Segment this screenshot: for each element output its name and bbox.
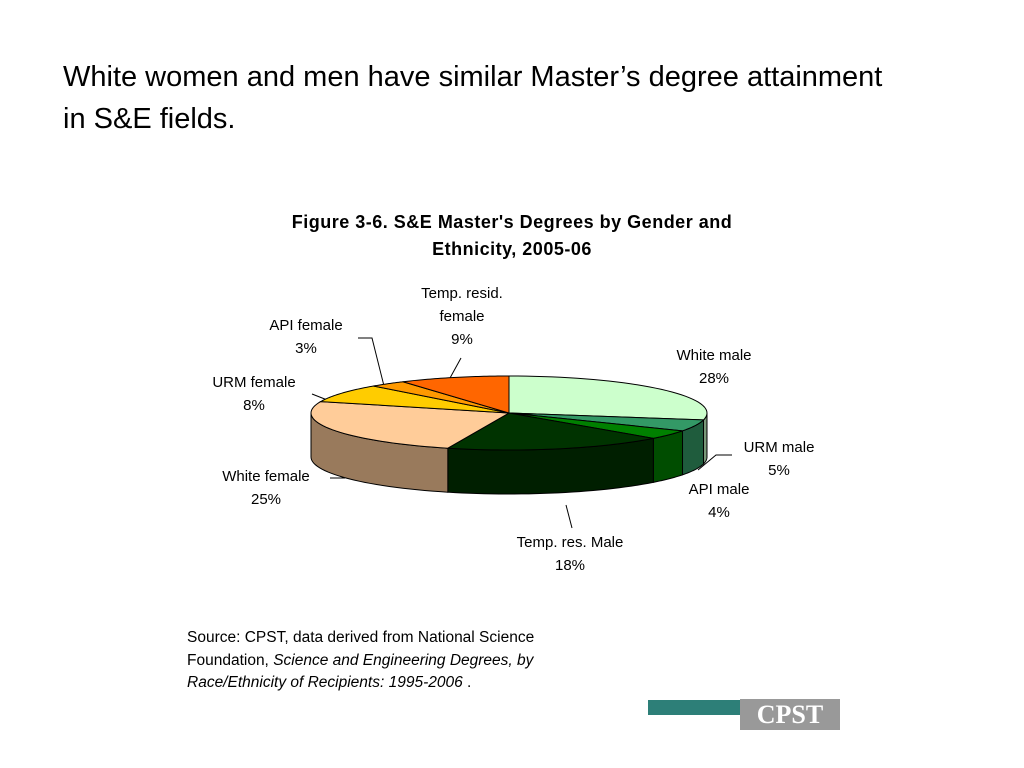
data-label: Temp. res. Male 18% [515,531,625,577]
slice-tops [310,375,708,451]
source-text: . [462,674,472,691]
source-note: Source: CPST, data derived from National… [187,627,607,695]
slice [318,385,510,414]
source-text: Source: CPST, data derived from National… [187,629,535,669]
slice-value: 18% [554,557,586,574]
data-label: API female 3% [246,314,366,360]
slice [446,412,654,451]
slice [310,401,511,449]
data-label: API male 4% [664,478,774,524]
leader-line [449,357,462,379]
source-title: Science and Engineering Degrees, by Race… [187,651,534,692]
slice [402,375,510,414]
slice-name: White male [676,347,752,364]
data-label: Temp. resid. female 9% [397,282,527,351]
slice-name: Temp. resid. female [421,285,503,325]
slice-value: 4% [708,504,730,521]
chart-title: Figure 3-6. S&E Master's Degrees by Gend… [291,212,733,259]
slide-heading: White women and men have similar Master’… [63,61,883,135]
logo: CPST [740,699,840,730]
slice [508,412,683,439]
slice-side [652,430,684,483]
slice [373,381,510,414]
slice-value: 5% [768,462,790,479]
slice-name: URM male [743,439,815,456]
slice-name: URM female [212,374,296,391]
leader-line [565,504,573,529]
slice-value: 9% [451,331,473,348]
slice [508,412,705,432]
leader-line [358,337,385,387]
slice-name: API male [688,481,750,498]
data-label: URM male 5% [719,436,839,482]
slice-value: 3% [295,340,317,357]
data-label: White male 28% [644,344,784,390]
data-label: URM female 8% [189,371,319,417]
slice-name: Temp. res. Male [516,534,624,551]
leader-line [697,454,732,471]
slice-name: White female [222,468,310,485]
slice-value: 8% [243,397,265,414]
slice-value: 28% [698,370,730,387]
slice-name: API female [269,317,343,334]
slice-side [702,412,708,466]
slice [508,375,708,421]
data-label: White female 25% [196,465,336,511]
slice-value: 25% [250,491,282,508]
